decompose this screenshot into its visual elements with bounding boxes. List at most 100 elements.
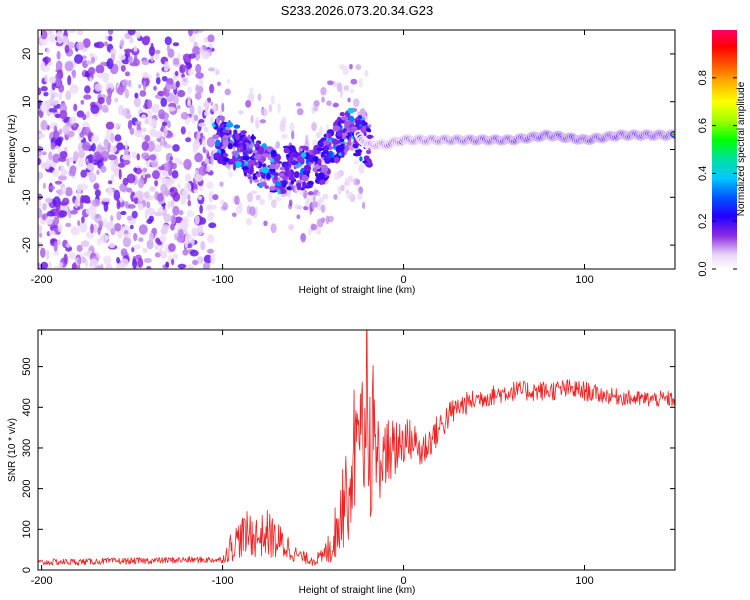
heatmap-blob — [235, 133, 240, 141]
heatmap-blob — [207, 234, 215, 244]
heatmap-blob — [278, 188, 287, 195]
heatmap-blob — [110, 158, 114, 169]
heatmap-blob — [177, 70, 181, 80]
heatmap-blob — [103, 255, 112, 266]
heatmap-blob — [164, 36, 172, 46]
heatmap-blob — [90, 104, 100, 115]
snr-y-tick-label: 200 — [21, 479, 33, 497]
heatmap-blob — [213, 152, 222, 160]
heatmap-blob — [227, 161, 234, 165]
heatmap-blob — [206, 181, 214, 189]
heatmap-blob — [265, 146, 274, 152]
heatmap-blob — [142, 247, 148, 254]
heatmap-blob — [100, 61, 107, 67]
heatmap-blob — [159, 234, 167, 243]
heatmap-blob — [133, 232, 138, 242]
heatmap-blob — [77, 257, 82, 265]
heatmap-blob — [206, 136, 216, 148]
heatmap-blob — [203, 254, 213, 264]
heatmap-blob — [174, 70, 179, 77]
heatmap-blob — [69, 84, 79, 94]
heatmap-blob — [221, 129, 230, 133]
heatmap-blob — [170, 200, 175, 208]
heatmap-blob — [319, 196, 325, 203]
heatmap-blob — [327, 138, 333, 142]
heatmap-blob — [159, 140, 164, 146]
heatmap-blob — [300, 145, 308, 149]
snr-plot-area — [38, 330, 675, 570]
heatmap-blob — [46, 249, 50, 261]
heatmap-blob — [261, 108, 268, 117]
heatmap-blob — [357, 111, 362, 116]
heatmap-blob — [312, 156, 319, 162]
heatmap-blob — [74, 198, 79, 209]
heatmap-blob — [366, 128, 371, 132]
heatmap-blob — [280, 133, 288, 139]
heatmap-ridge — [353, 129, 675, 151]
heatmap-blob — [245, 218, 252, 226]
heatmap-blob — [332, 80, 338, 88]
heatmap-blob — [143, 35, 151, 43]
heatmap-blob — [54, 180, 63, 185]
heatmap-blob — [162, 169, 166, 177]
heatmap-blob — [83, 251, 90, 257]
heatmap-blob — [173, 94, 179, 105]
heatmap-blob — [182, 249, 189, 256]
heatmap-blob — [64, 44, 70, 54]
heatmap-blob — [38, 157, 42, 166]
heatmap-blob — [76, 244, 83, 252]
heatmap-blob — [105, 263, 113, 269]
heatmap-blob — [319, 125, 323, 136]
heatmap-blob — [233, 151, 238, 157]
heatmap-blob — [180, 112, 189, 120]
heatmap-blobs — [38, 30, 374, 269]
heatmap-blob — [199, 204, 203, 214]
heatmap-blob — [93, 182, 100, 190]
snr-y-tick-label: 300 — [21, 439, 33, 457]
heatmap-blob — [194, 174, 203, 182]
heatmap-blob — [341, 150, 345, 158]
heatmap-blob — [197, 224, 204, 236]
heatmap-blob — [142, 167, 148, 173]
spectrogram-y-tick-label: -10 — [21, 189, 33, 205]
heatmap-blob — [40, 86, 48, 92]
heatmap-blob — [40, 120, 48, 131]
heatmap-blob — [242, 155, 250, 161]
heatmap-blob — [312, 194, 316, 204]
heatmap-blob — [38, 87, 42, 96]
heatmap-blob — [135, 30, 141, 39]
heatmap-blob — [207, 248, 214, 254]
heatmap-blob — [110, 228, 116, 236]
heatmap-blob — [46, 210, 55, 217]
heatmap-blob — [347, 175, 354, 183]
heatmap-blob — [187, 69, 195, 76]
heatmap-blob — [113, 166, 119, 178]
heatmap-blob — [126, 187, 133, 193]
heatmap-blob — [172, 144, 180, 152]
heatmap-blob — [172, 57, 180, 65]
heatmap-blob — [320, 204, 326, 213]
heatmap-blob — [251, 134, 255, 142]
heatmap-blob — [120, 65, 126, 72]
heatmap-blob — [65, 243, 71, 248]
heatmap-blob — [197, 195, 203, 201]
heatmap-blob — [74, 54, 84, 64]
heatmap-blob — [101, 197, 111, 202]
heatmap-blob — [225, 122, 234, 128]
heatmap-blob — [316, 218, 324, 228]
heatmap-blob — [184, 182, 192, 194]
heatmap-blob — [88, 172, 97, 183]
heatmap-blob — [305, 197, 310, 208]
heatmap-blob — [121, 79, 129, 87]
heatmap-blob — [89, 77, 93, 82]
heatmap-blob — [95, 41, 105, 49]
heatmap-blob — [212, 194, 219, 201]
snr-panel: -200 -100 0 100 0 100 200 300 400 500 Height of s… — [7, 329, 676, 596]
heatmap-blob — [255, 116, 259, 126]
colorbar-tick-label: 0.4 — [697, 166, 709, 181]
heatmap-blob — [347, 97, 351, 103]
heatmap-blob — [275, 196, 282, 202]
heatmap-blob — [198, 78, 204, 87]
heatmap-blob — [166, 120, 171, 128]
heatmap-blob — [174, 216, 183, 224]
